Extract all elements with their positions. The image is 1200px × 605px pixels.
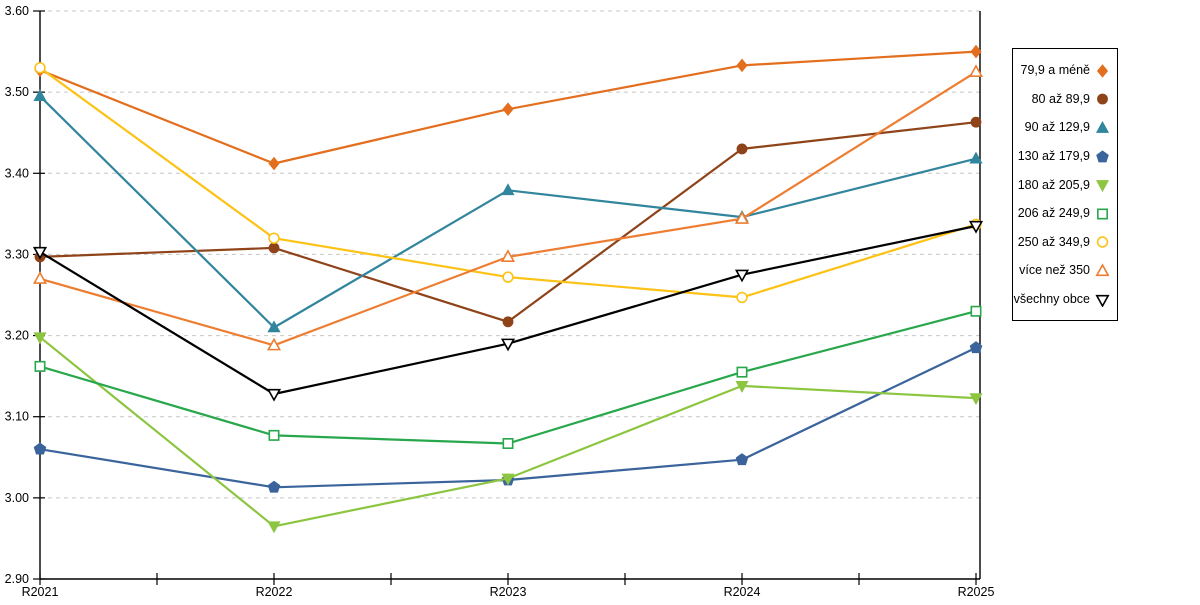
data-point-s1-x1 xyxy=(268,242,280,254)
y-tick-label: 3.30 xyxy=(5,247,29,261)
data-point-s3-x3 xyxy=(735,453,749,466)
legend-item-7: více než 350 xyxy=(1015,256,1110,285)
y-tick-label: 2.90 xyxy=(5,572,29,586)
data-point-s6-x0 xyxy=(34,62,46,74)
data-point-s8-x3 xyxy=(734,269,750,283)
legend-item-1: 80 až 89,9 xyxy=(1015,85,1110,114)
data-point-s6-x2 xyxy=(502,271,514,283)
legend-marker-shape xyxy=(1095,263,1110,277)
data-point-s0-x4 xyxy=(970,44,982,59)
y-tick-label: 3.50 xyxy=(5,85,29,99)
data-point-s8-x0 xyxy=(32,246,48,260)
series-line-5 xyxy=(38,310,978,445)
legend-item-0: 79,9 a méně xyxy=(1015,56,1110,85)
data-point-s4-x3 xyxy=(735,381,749,393)
x-category-label: R2024 xyxy=(724,585,761,599)
triangle-up-marker-icon xyxy=(1095,263,1110,277)
series-line-2 xyxy=(38,95,978,329)
data-point-s4-x4 xyxy=(969,393,983,406)
data-point-s3-x0 xyxy=(33,442,47,455)
data-point-s6-x3 xyxy=(736,291,748,304)
legend-label: 206 až 249,9 xyxy=(1017,206,1090,221)
series-line-6 xyxy=(38,66,978,299)
data-point-s0-x3 xyxy=(736,58,748,73)
legend-label: 80 až 89,9 xyxy=(1031,91,1090,106)
circle-marker-icon xyxy=(1096,236,1109,249)
triangle-down-marker-icon xyxy=(1095,294,1110,307)
pentagon-marker-icon xyxy=(1096,149,1109,162)
data-point-s7-x4 xyxy=(968,64,984,77)
legend-label: 130 až 179,9 xyxy=(1017,149,1090,164)
data-point-s5-x0 xyxy=(34,360,46,372)
data-point-s4-x2 xyxy=(501,473,515,486)
data-point-s4-x0 xyxy=(33,332,47,345)
legend-marker-shape xyxy=(1097,93,1108,105)
triangle-up-marker-icon xyxy=(1095,120,1110,133)
x-category-label: R2023 xyxy=(490,585,527,599)
diamond-marker-icon xyxy=(1096,64,1109,78)
y-tick-label: 3.40 xyxy=(5,166,29,180)
data-point-s5-x1 xyxy=(268,429,280,441)
legend-marker-shape xyxy=(1095,180,1110,193)
data-point-s0-x2 xyxy=(502,102,514,116)
data-point-s8-x2 xyxy=(500,338,516,352)
data-point-s2-x4 xyxy=(969,151,983,164)
y-tick-label: 3.20 xyxy=(5,329,29,343)
legend-label: 79,9 a méně xyxy=(1020,63,1091,78)
data-point-s7-x1 xyxy=(266,337,282,351)
y-tick-label: 3.60 xyxy=(5,4,29,18)
legend-marker-shape xyxy=(1095,294,1110,307)
data-point-s1-x4 xyxy=(970,116,982,128)
legend-item-5: 206 až 249,9 xyxy=(1015,199,1110,228)
data-point-s2-x0 xyxy=(33,89,47,102)
legend-label: 90 až 129,9 xyxy=(1024,120,1090,135)
legend: 79,9 a méně 80 až 89,9 90 až 129,9 130 až 1… xyxy=(1012,48,1118,322)
legend-marker-shape xyxy=(1096,149,1109,162)
legend-item-3: 130 až 179,9 xyxy=(1015,142,1110,171)
legend-label: všechny obce xyxy=(1013,292,1090,307)
data-point-s8-x4 xyxy=(968,220,984,234)
square-marker-icon xyxy=(1097,208,1108,220)
legend-marker-shape xyxy=(1096,236,1109,249)
legend-item-8: všechny obce xyxy=(1013,285,1110,314)
series-line-3 xyxy=(38,346,978,489)
legend-marker-shape xyxy=(1095,120,1110,133)
data-point-s5-x3 xyxy=(736,366,748,378)
data-point-s7-x3 xyxy=(734,211,750,224)
legend-item-4: 180 až 205,9 xyxy=(1015,170,1110,199)
data-point-s2-x1 xyxy=(267,320,281,333)
legend-label: 250 až 349,9 xyxy=(1017,234,1090,249)
data-point-s7-x0 xyxy=(32,271,48,284)
circle-marker-icon xyxy=(1097,93,1108,105)
data-point-s8-x1 xyxy=(266,388,282,402)
data-point-s7-x2 xyxy=(500,249,516,262)
data-point-s0-x1 xyxy=(268,156,280,171)
triangle-down-marker-icon xyxy=(1095,180,1110,193)
data-point-s5-x4 xyxy=(970,305,982,317)
data-point-s5-x2 xyxy=(502,438,514,449)
data-point-s3-x1 xyxy=(267,480,281,493)
data-point-s2-x2 xyxy=(501,183,515,196)
x-category-label: R2021 xyxy=(22,585,59,599)
y-tick-label: 3.10 xyxy=(5,410,29,424)
legend-item-2: 90 až 129,9 xyxy=(1015,113,1110,142)
legend-item-6: 250 až 349,9 xyxy=(1015,228,1110,257)
data-point-s4-x1 xyxy=(267,521,281,534)
legend-marker-shape xyxy=(1096,64,1109,78)
legend-label: 180 až 205,9 xyxy=(1017,177,1090,192)
x-category-label: R2022 xyxy=(256,585,293,599)
x-category-label: R2025 xyxy=(958,585,995,599)
data-point-s3-x4 xyxy=(969,341,983,354)
y-tick-label: 3.00 xyxy=(5,491,29,505)
data-point-s1-x2 xyxy=(502,316,514,328)
legend-label: více než 350 xyxy=(1019,263,1090,278)
data-point-s1-x3 xyxy=(736,143,748,155)
data-point-s6-x1 xyxy=(268,232,280,244)
series-line-1 xyxy=(38,121,978,323)
legend-marker-shape xyxy=(1097,208,1108,220)
